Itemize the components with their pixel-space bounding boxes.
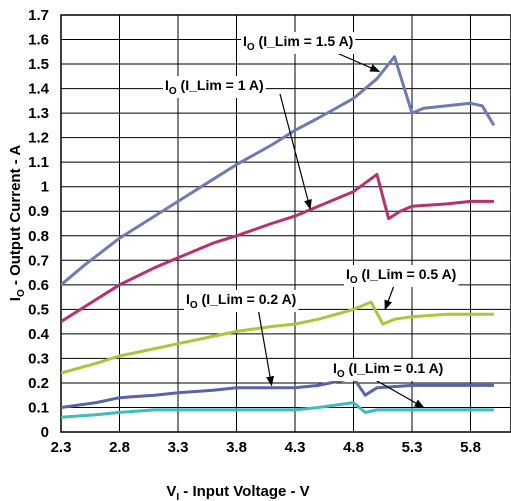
annotation-arrow (257, 307, 274, 387)
y-axis-title-main: I (7, 297, 24, 301)
plot-frame (60, 14, 511, 433)
series-line-1 (61, 172, 494, 323)
x-tick-label: 4.8 (343, 439, 364, 456)
y-tick-label: 0.6 (28, 277, 49, 294)
y-tick-label: 1.2 (28, 130, 49, 147)
y-tick-label: 1 (41, 179, 49, 196)
x-axis-title: VI - Input Voltage - V (166, 483, 309, 501)
y-tick-label: 0.7 (28, 252, 49, 269)
series-line-4 (61, 401, 494, 419)
y-tick-label: 0.5 (28, 301, 49, 318)
y-tick-label: 0.8 (28, 228, 49, 245)
annotation-label: IO (I_Lim = 0.2 A) (186, 291, 296, 311)
y-tick-label: 1.6 (28, 32, 49, 49)
annotation-label-background (241, 32, 356, 54)
y-tick-label: 0.2 (28, 375, 49, 392)
annotation-label: IO (I_Lim = 1 A) (165, 77, 264, 97)
x-tick-label: 3.8 (226, 439, 247, 456)
y-axis-title: IO - Output Current - A (7, 145, 27, 302)
series-layer (61, 55, 496, 419)
annotation-label-background (163, 76, 266, 98)
x-axis-title-main: V (166, 483, 176, 500)
y-tick-label: 1.1 (28, 154, 49, 171)
annotation-label: IO (I_Lim = 0.1 A) (333, 360, 443, 380)
tick-labels: 0 0.1 0.2 0.3 0.4 0.5 0.6 0.7 0.8 0.9 1 1.1 1.2 1.3 1.… (28, 7, 481, 456)
y-tick-label: 0 (41, 424, 49, 441)
annotation-2: IO (I_Lim = 0.5 A) (344, 265, 459, 311)
annotation-layer: IO (I_Lim = 1.5 A) IO (I_Lim = 1 A) IO (I_… (163, 32, 459, 408)
y-tick-label: 1.7 (28, 7, 49, 24)
annotation-0: IO (I_Lim = 1.5 A) (241, 32, 381, 72)
y-tick-label: 1.3 (28, 105, 49, 122)
annotation-label-background (344, 265, 459, 287)
x-axis-title-sub: I (176, 492, 179, 501)
y-axis-title-sub: O (16, 289, 27, 297)
series-line-3 (61, 376, 494, 409)
annotation-label-background (184, 290, 299, 312)
x-tick-label: 2.8 (109, 439, 130, 456)
annotation-arrow (384, 282, 396, 311)
series-line-2 (61, 300, 494, 375)
annotation-1: IO (I_Lim = 1 A) (163, 76, 312, 210)
annotation-4: IO (I_Lim = 0.1 A) (331, 359, 446, 408)
annotation-label: IO (I_Lim = 1.5 A) (243, 33, 353, 53)
x-tick-label: 4.3 (285, 439, 306, 456)
annotation-arrow (369, 376, 425, 408)
x-tick-label: 5.8 (460, 439, 481, 456)
y-tick-label: 1.4 (28, 81, 50, 98)
annotation-label: IO (I_Lim = 0.5 A) (346, 266, 456, 286)
series-line-0 (61, 55, 496, 286)
grid (60, 14, 511, 433)
annotation-arrow (279, 93, 312, 210)
x-axis-title-rest: - Input Voltage - V (179, 483, 310, 500)
y-tick-label: 0.1 (28, 399, 49, 416)
y-tick-label: 0.4 (28, 326, 50, 343)
x-tick-label: 3.3 (168, 439, 189, 456)
y-tick-label: 0.3 (28, 350, 49, 367)
y-tick-label: 0.9 (28, 203, 49, 220)
annotation-3: IO (I_Lim = 0.2 A) (184, 290, 299, 387)
y-tick-label: 1.5 (28, 56, 49, 73)
y-axis-title-rest: - Output Current - A (7, 145, 24, 290)
x-tick-label: 2.3 (51, 439, 72, 456)
annotation-label-background (331, 359, 446, 381)
x-tick-label: 5.3 (402, 439, 423, 456)
